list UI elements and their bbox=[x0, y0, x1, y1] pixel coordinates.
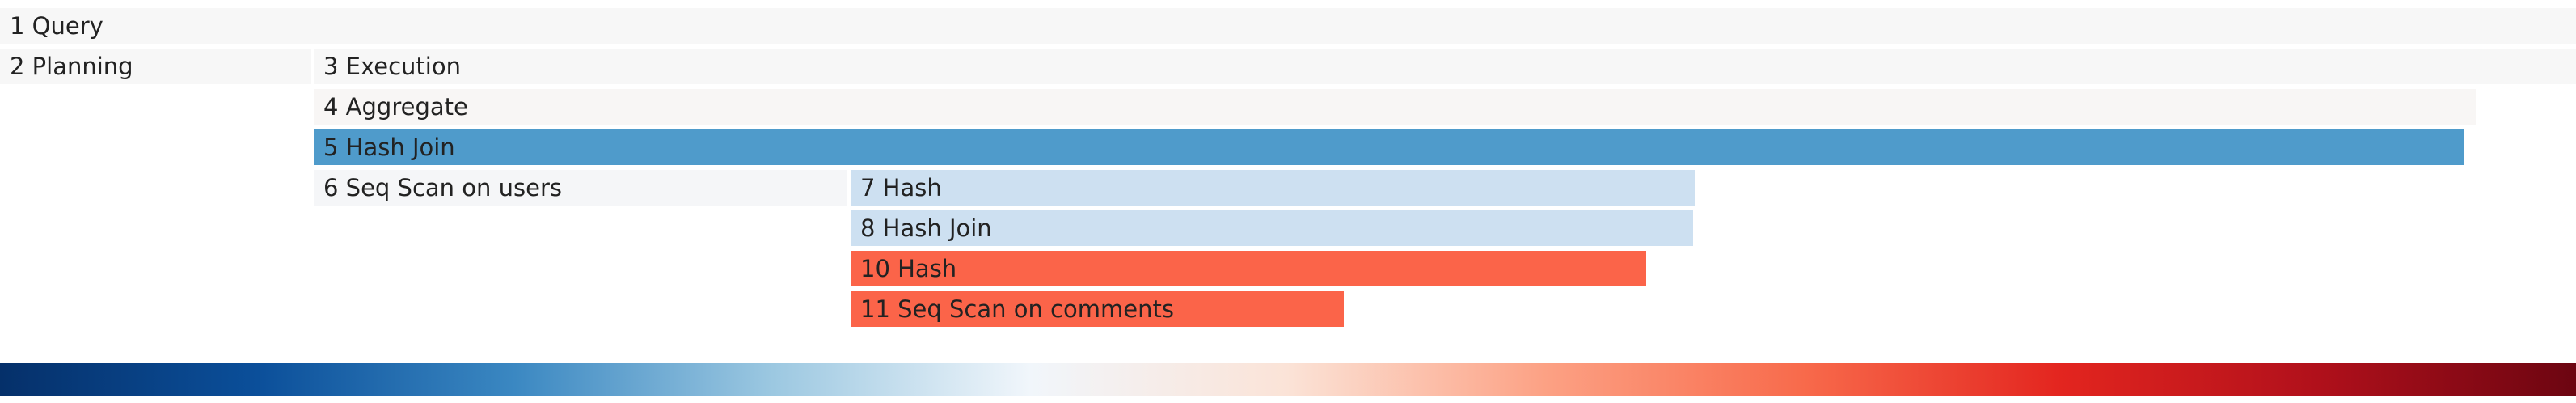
node-aggregate[interactable]: 4 Aggregate bbox=[314, 89, 2476, 125]
node-hash-join-5[interactable]: 5 Hash Join bbox=[314, 129, 2464, 165]
color-scale-legend bbox=[0, 363, 2576, 396]
node-query[interactable]: 1 Query bbox=[0, 8, 2576, 44]
node-execution[interactable]: 3 Execution bbox=[314, 49, 2576, 84]
node-hash-7[interactable]: 7 Hash bbox=[851, 170, 1695, 206]
node-hash-join-8[interactable]: 8 Hash Join bbox=[851, 210, 1693, 246]
node-seq-scan-comments[interactable]: 11 Seq Scan on comments bbox=[851, 291, 1344, 327]
node-seq-scan-users[interactable]: 6 Seq Scan on users bbox=[314, 170, 847, 206]
node-hash-10[interactable]: 10 Hash bbox=[851, 251, 1646, 286]
node-planning[interactable]: 2 Planning bbox=[0, 49, 311, 84]
